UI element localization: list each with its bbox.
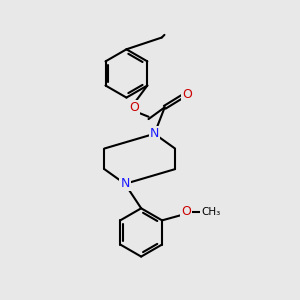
Text: CH₃: CH₃ bbox=[201, 207, 220, 217]
Text: O: O bbox=[181, 205, 191, 218]
Text: O: O bbox=[129, 101, 139, 114]
Text: N: N bbox=[120, 177, 130, 190]
Text: O: O bbox=[182, 88, 192, 100]
Text: N: N bbox=[150, 127, 159, 140]
